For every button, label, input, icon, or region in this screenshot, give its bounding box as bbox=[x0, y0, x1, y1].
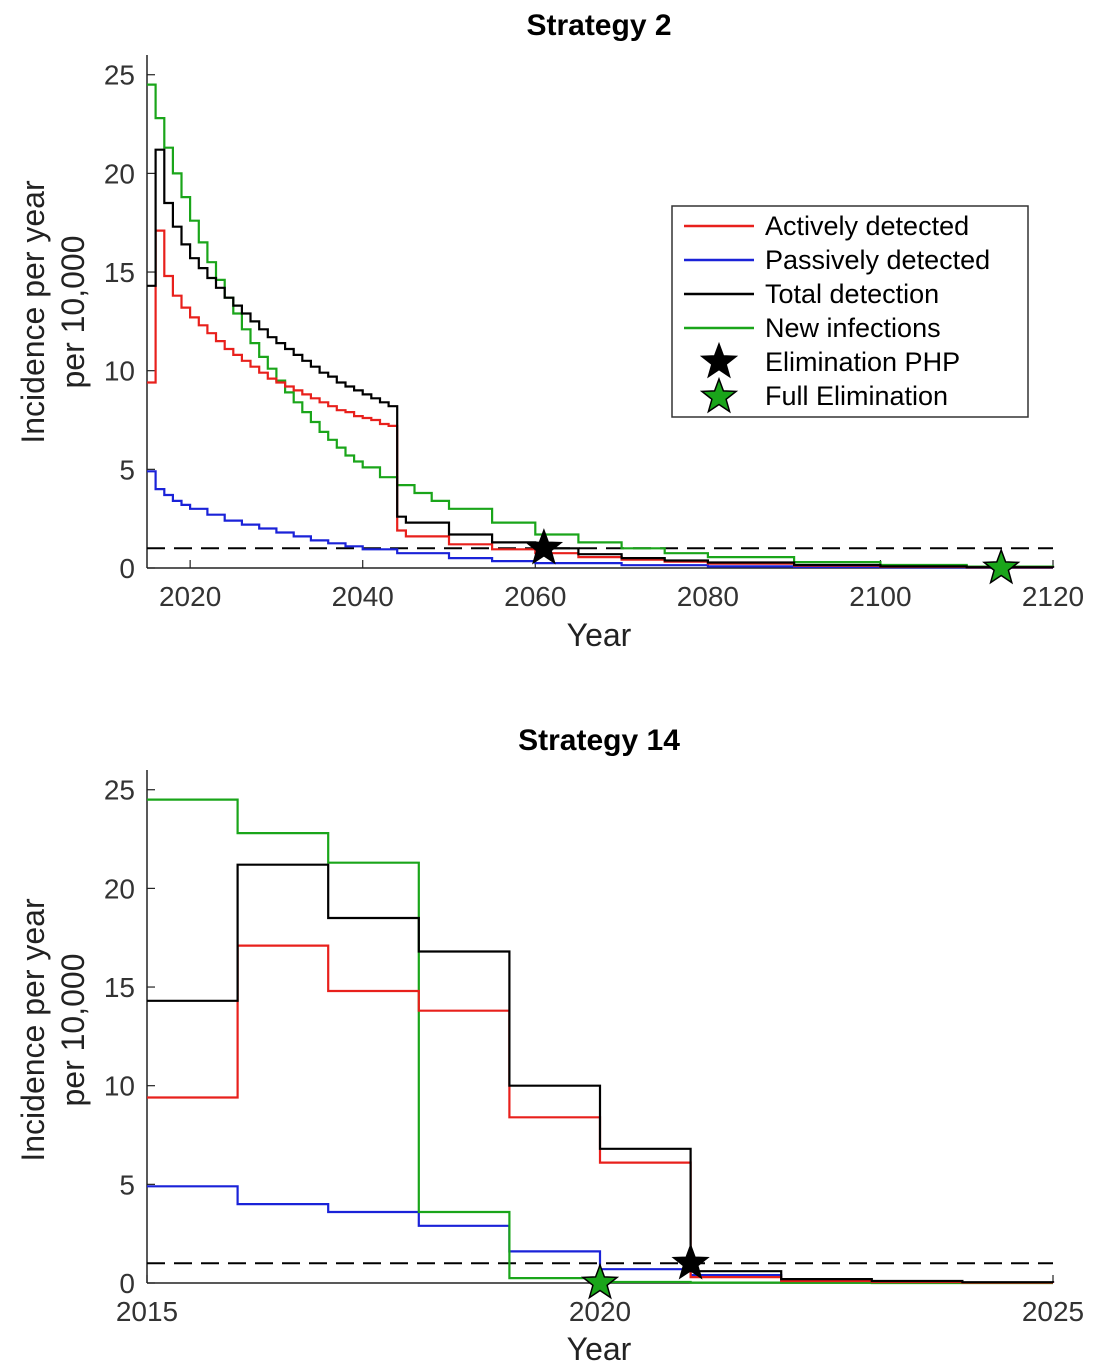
series-line-new-infections bbox=[147, 83, 1055, 568]
legend: Actively detected Passively detected Tot… bbox=[671, 205, 1029, 418]
legend-label-full: Full Elimination bbox=[765, 381, 948, 411]
y-tick-label: 5 bbox=[119, 1169, 135, 1200]
series-line-total-detection bbox=[147, 863, 1055, 1284]
x-tick-label: 2080 bbox=[677, 581, 739, 612]
x-tick-label: 2025 bbox=[1022, 1296, 1084, 1327]
x-tick-label: 2020 bbox=[159, 581, 221, 612]
y-axis-label-line-1: Incidence per year bbox=[15, 180, 51, 444]
y-tick-label: 20 bbox=[104, 873, 135, 904]
x-tick-label: 2040 bbox=[332, 581, 394, 612]
y-axis-label-line-2: per 10,000 bbox=[55, 235, 91, 388]
x-axis-label: Year bbox=[567, 1331, 632, 1365]
y-tick-label: 25 bbox=[104, 60, 135, 91]
legend-box bbox=[671, 205, 1029, 418]
legend-label-total: Total detection bbox=[765, 279, 939, 309]
legend-label-php: Elimination PHP bbox=[765, 347, 960, 377]
chart-title: Strategy 2 bbox=[526, 9, 671, 42]
x-tick-label: 2015 bbox=[116, 1296, 178, 1327]
y-tick-label: 0 bbox=[119, 1268, 135, 1299]
legend-label-passively: Passively detected bbox=[765, 245, 990, 275]
axes bbox=[146, 770, 1054, 1284]
series-line-passively-detected bbox=[147, 470, 1055, 569]
legend-label-actively: Actively detected bbox=[765, 211, 969, 241]
y-tick-label: 5 bbox=[119, 454, 135, 485]
series-line-actively-detected bbox=[147, 229, 1055, 569]
legend-star-php-shape bbox=[699, 341, 739, 379]
legend-star-full-shape bbox=[699, 376, 739, 414]
tick-labels: 0 5 10 15 20 25 2020 2040 2060 2080 2100 2120 bbox=[104, 60, 1084, 612]
y-tick-label: 20 bbox=[104, 158, 135, 189]
y-tick-label: 10 bbox=[104, 356, 135, 387]
y-axis-label-line-2: per 10,000 bbox=[55, 953, 91, 1106]
legend-star-full-icon bbox=[699, 376, 739, 414]
y-tick-label: 15 bbox=[104, 972, 135, 1003]
x-tick-label: 2020 bbox=[569, 1296, 631, 1327]
x-tick-label: 2120 bbox=[1022, 581, 1084, 612]
chart-title: Strategy 14 bbox=[518, 724, 680, 757]
y-tick-label: 0 bbox=[119, 553, 135, 584]
x-tick-label: 2060 bbox=[504, 581, 566, 612]
x-tick-label: 2100 bbox=[849, 581, 911, 612]
legend-star-php-icon bbox=[699, 341, 739, 379]
y-tick-label: 10 bbox=[104, 1071, 135, 1102]
chart-strategy-2: Strategy 2 0 5 10 15 20 25 2020 2040 2060 2080 210… bbox=[15, 9, 1084, 653]
y-tick-label: 15 bbox=[104, 257, 135, 288]
legend-label-new: New infections bbox=[765, 313, 941, 343]
marker-star-full-elimination bbox=[982, 547, 1021, 585]
markers-group bbox=[524, 528, 1021, 585]
marker-star-elimination-php bbox=[524, 528, 564, 565]
series-line-new-infections bbox=[147, 798, 1053, 1285]
y-tick-label: 25 bbox=[104, 775, 135, 806]
series-line-total-detection bbox=[147, 148, 1055, 569]
marker-star-full-elimination bbox=[580, 1262, 620, 1300]
series-group bbox=[147, 83, 1055, 569]
y-axis-label-line-1: Incidence per year bbox=[15, 898, 51, 1162]
marker-star-elimination-php bbox=[671, 1243, 710, 1280]
series-group bbox=[147, 798, 1055, 1285]
markers-group bbox=[580, 1243, 710, 1300]
x-axis-label: Year bbox=[567, 617, 632, 653]
